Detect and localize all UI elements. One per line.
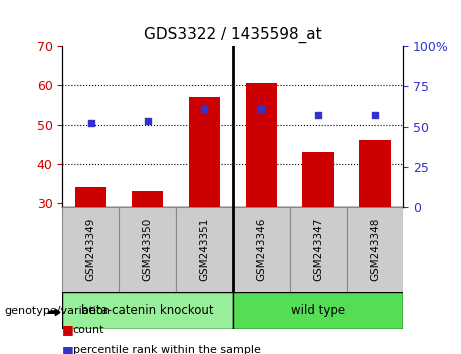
Text: wild type: wild type xyxy=(291,304,345,317)
Bar xyxy=(176,207,233,292)
Text: percentile rank within the sample: percentile rank within the sample xyxy=(73,346,261,354)
Text: count: count xyxy=(73,325,104,335)
Bar xyxy=(132,192,163,207)
Bar xyxy=(290,207,347,292)
Text: genotype/variation: genotype/variation xyxy=(5,306,111,316)
Text: beta-catenin knockout: beta-catenin knockout xyxy=(81,304,214,317)
Bar xyxy=(233,292,403,329)
Text: GSM243350: GSM243350 xyxy=(142,218,153,281)
Point xyxy=(144,118,151,124)
Text: GSM243347: GSM243347 xyxy=(313,218,323,281)
Text: ■: ■ xyxy=(62,344,74,354)
Text: ■: ■ xyxy=(62,324,74,336)
Bar xyxy=(302,152,334,207)
Bar xyxy=(62,207,119,292)
Point xyxy=(87,120,95,125)
Bar xyxy=(119,207,176,292)
Text: GSM243346: GSM243346 xyxy=(256,218,266,281)
Bar xyxy=(233,207,290,292)
Title: GDS3322 / 1435598_at: GDS3322 / 1435598_at xyxy=(144,27,322,43)
Text: GSM243348: GSM243348 xyxy=(370,218,380,281)
Bar xyxy=(246,83,277,207)
Point xyxy=(371,112,378,118)
Bar xyxy=(62,292,233,329)
Bar xyxy=(359,140,390,207)
Bar xyxy=(189,97,220,207)
Bar xyxy=(347,207,403,292)
Point xyxy=(314,112,322,118)
Point xyxy=(258,106,265,112)
Point xyxy=(201,106,208,112)
Bar xyxy=(75,188,106,207)
Text: GSM243349: GSM243349 xyxy=(86,218,96,281)
Text: GSM243351: GSM243351 xyxy=(199,218,209,281)
